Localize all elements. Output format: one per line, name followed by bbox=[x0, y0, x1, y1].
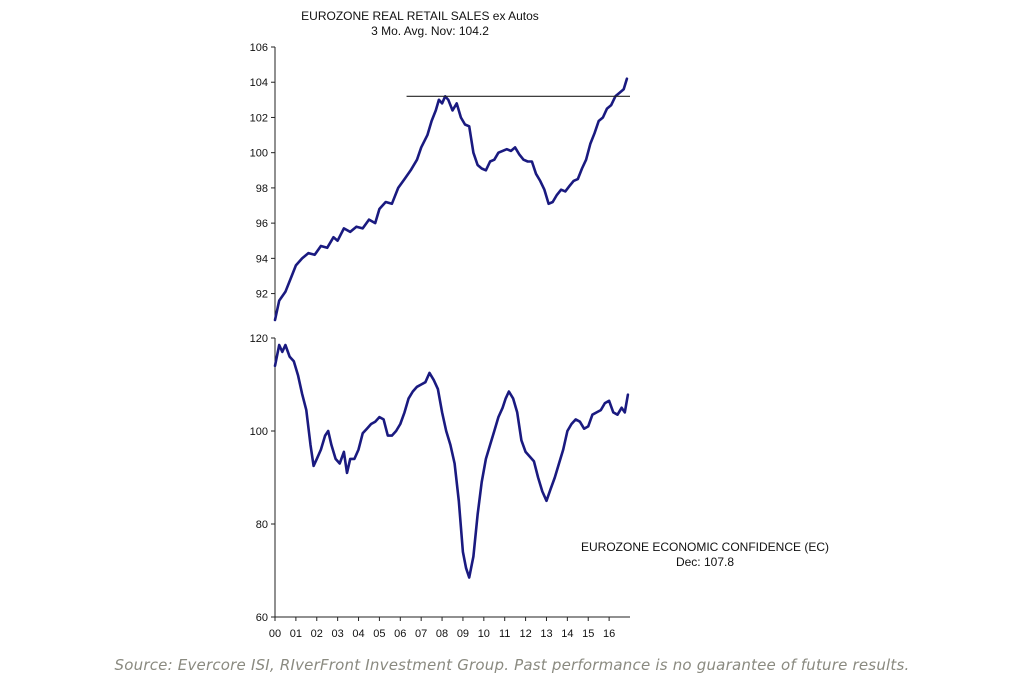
retail-sales-y-tick-label: 106 bbox=[250, 42, 268, 54]
confidence-title: EUROZONE ECONOMIC CONFIDENCE (EC) bbox=[581, 540, 829, 554]
retail-sales-subtitle: 3 Mo. Avg. Nov: 104.2 bbox=[371, 24, 489, 38]
retail-sales-y-tick-label: 100 bbox=[250, 148, 268, 160]
x-tick-label: 16 bbox=[603, 628, 615, 640]
x-tick-label: 00 bbox=[269, 628, 281, 640]
x-tick-label: 12 bbox=[519, 628, 531, 640]
x-tick-label: 13 bbox=[540, 628, 552, 640]
retail-sales-y-tick-label: 92 bbox=[256, 289, 268, 301]
x-tick-label: 02 bbox=[311, 628, 323, 640]
retail-sales-title: EUROZONE REAL RETAIL SALES ex Autos bbox=[301, 9, 539, 23]
x-tick-label: 01 bbox=[290, 628, 302, 640]
x-tick-label: 11 bbox=[499, 628, 510, 640]
retail-sales-y-tick-label: 98 bbox=[256, 183, 268, 195]
retail-sales-panel: 92 94 96 98 100 102 104 106 EUROZONE REAL RETAIL… bbox=[250, 9, 630, 322]
x-tick-label: 03 bbox=[332, 628, 344, 640]
retail-sales-series-line bbox=[273, 77, 629, 322]
x-tick-label: 14 bbox=[561, 628, 573, 640]
retail-sales-y-tick-label: 94 bbox=[256, 253, 268, 265]
x-tick-label: 15 bbox=[582, 628, 594, 640]
x-tick-label: 08 bbox=[436, 628, 448, 640]
x-tick-label: 09 bbox=[457, 628, 469, 640]
x-tick-label: 06 bbox=[394, 628, 406, 640]
confidence-y-tick-label: 100 bbox=[250, 426, 268, 438]
x-tick-label: 05 bbox=[373, 628, 385, 640]
economic-confidence-panel: 60 80 100 120 00 01 02 03 04 05 06 07 08 09 10 11 12 13 14… bbox=[250, 333, 829, 640]
retail-sales-y-tick-label: 102 bbox=[250, 112, 268, 124]
confidence-y-tick-label: 80 bbox=[256, 519, 268, 531]
confidence-y-tick-label: 60 bbox=[256, 612, 268, 624]
confidence-subtitle: Dec: 107.8 bbox=[676, 555, 734, 569]
x-tick-label: 07 bbox=[415, 628, 427, 640]
x-tick-label: 04 bbox=[352, 628, 364, 640]
confidence-y-tick-label: 120 bbox=[250, 333, 268, 345]
source-note: Source: Evercore ISI, RIverFront Investm… bbox=[114, 656, 910, 674]
confidence-series-line bbox=[273, 343, 630, 579]
retail-sales-y-tick-label: 104 bbox=[250, 77, 268, 89]
retail-sales-y-tick-label: 96 bbox=[256, 218, 268, 230]
x-tick-label: 10 bbox=[478, 628, 490, 640]
